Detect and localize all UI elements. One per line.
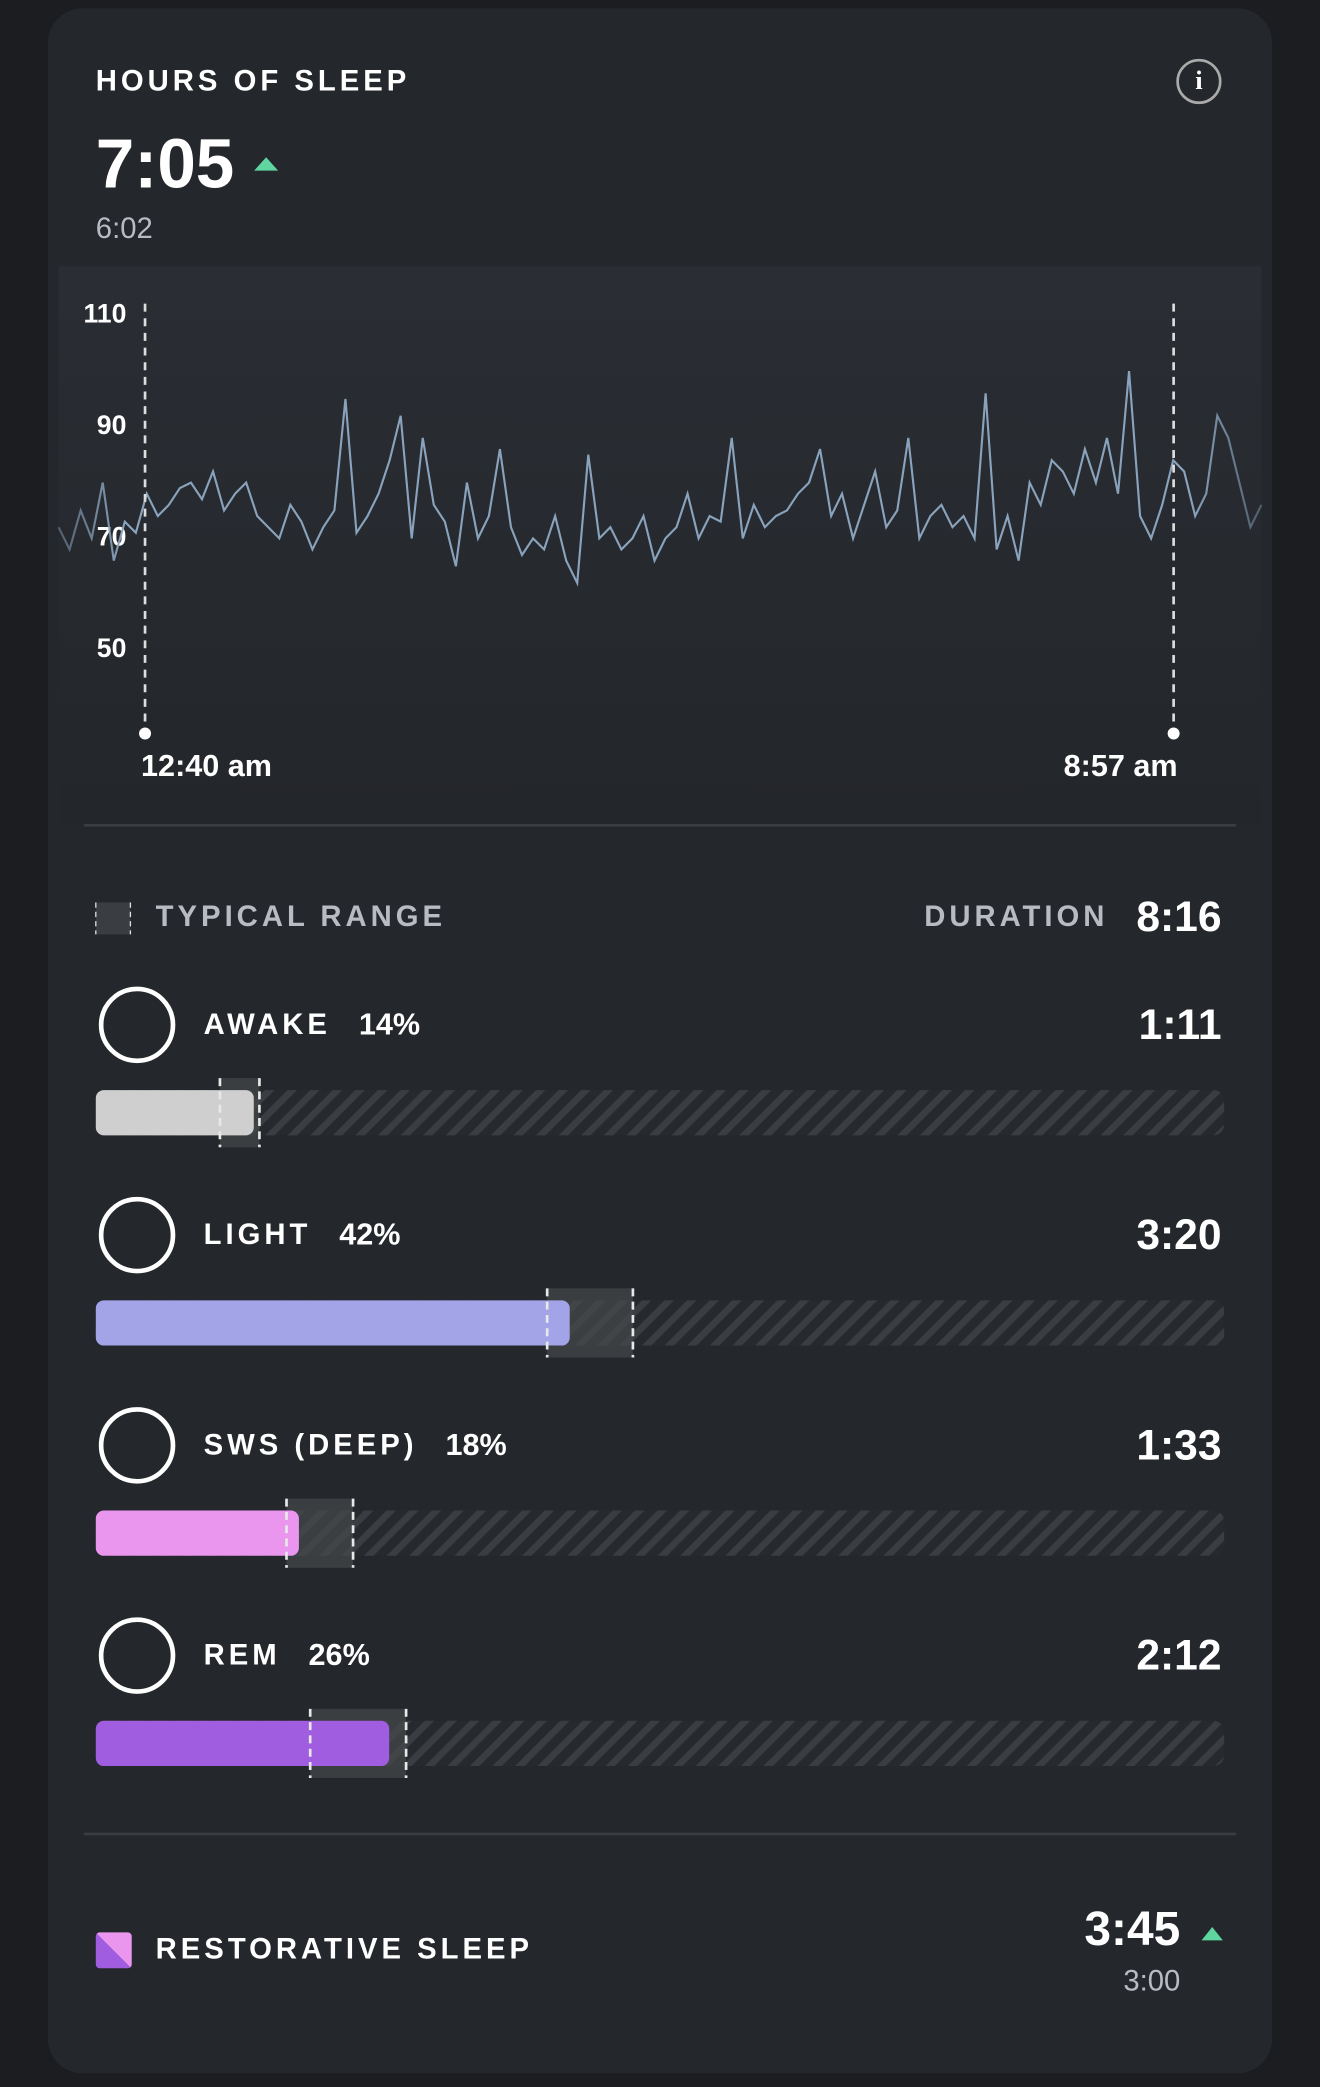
stage-name: AWAKE [204,1009,331,1041]
time-label: 8:57 am [1064,749,1178,783]
previous-value: 6:02 [96,213,153,245]
sleep-boundary-dot [1167,727,1180,740]
y-tick-label: 110 [83,298,126,328]
stages: AWAKE 14% 1:11 LIGHT 42% 3:20 SWS (DEEP) 18% 1:3… [95,986,1225,1779]
up-arrow [254,157,279,171]
info-button[interactable]: i [1176,58,1222,105]
stage-duration: 1:33 [1136,1421,1221,1469]
restorative-previous: 3:00 [1123,1966,1180,1998]
restorative-icon [95,1932,132,1969]
stage-duration: 1:11 [1139,1001,1222,1049]
stage-toggle[interactable] [98,1196,176,1274]
svg-text:i: i [1195,65,1202,95]
stage-bar [95,1720,390,1767]
bar-track [95,1510,1225,1556]
restorative-label: RESTORATIVE SLEEP [156,1934,533,1966]
hours-value: 7:05 [96,125,234,203]
duration-total: 8:16 [1136,893,1221,941]
stage-name: SWS (DEEP) [204,1429,418,1461]
stage-bar [95,1090,254,1136]
duration-label: DURATION [924,901,1108,933]
bar-track [95,1090,1225,1136]
stage-toggle[interactable] [98,1617,176,1694]
stage-bar [95,1300,570,1346]
chart-background [58,266,1262,826]
heart-rate-line [57,371,1263,587]
stage-toggle[interactable] [98,986,176,1064]
stage-duration: 3:20 [1136,1211,1221,1259]
stage-percent: 18% [445,1428,506,1462]
stage-duration: 2:12 [1136,1632,1221,1680]
y-tick-label: 90 [97,410,127,440]
stage-percent: 26% [309,1638,370,1672]
stage-percent: 14% [359,1007,420,1041]
stage-bar [95,1510,299,1556]
range-legend: TYPICAL RANGE [156,901,446,933]
time-label: 12:40 am [141,749,272,783]
stage-toggle[interactable] [98,1407,176,1484]
title: HOURS OF SLEEP [96,66,410,98]
y-tick-label: 50 [97,633,127,663]
restorative-value: 3:45 [1084,1903,1180,1956]
range-legend-icon [95,902,131,935]
sleep-boundary-dot [139,727,152,740]
up-arrow [1201,1927,1223,1941]
stage-percent: 42% [339,1218,400,1252]
stage-name: LIGHT [204,1219,312,1251]
stage-name: REM [204,1640,281,1672]
